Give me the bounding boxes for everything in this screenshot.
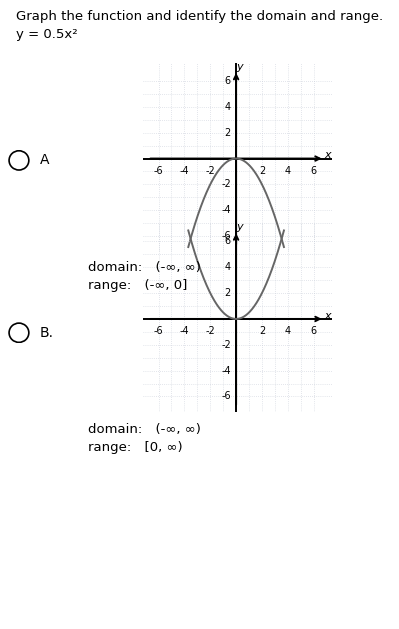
Text: x: x xyxy=(324,311,330,321)
Text: -6: -6 xyxy=(221,231,231,241)
Text: 2: 2 xyxy=(225,128,231,138)
Text: 2: 2 xyxy=(225,288,231,298)
Text: domain: (-∞, ∞): domain: (-∞, ∞) xyxy=(88,423,201,436)
Text: -4: -4 xyxy=(221,205,231,215)
Text: 4: 4 xyxy=(285,326,291,336)
Text: range: (-∞, 0]: range: (-∞, 0] xyxy=(88,279,187,292)
Text: 2: 2 xyxy=(259,326,265,336)
Text: -4: -4 xyxy=(180,326,189,336)
Text: y: y xyxy=(236,62,243,72)
Text: domain: (-∞, ∞): domain: (-∞, ∞) xyxy=(88,261,201,274)
Text: 4: 4 xyxy=(225,102,231,112)
Text: -2: -2 xyxy=(205,326,215,336)
Text: 4: 4 xyxy=(225,262,231,272)
Text: -2: -2 xyxy=(205,165,215,175)
Text: A: A xyxy=(40,153,49,167)
Text: y: y xyxy=(236,222,243,232)
Text: 6: 6 xyxy=(225,237,231,247)
Text: -4: -4 xyxy=(221,365,231,376)
Text: x: x xyxy=(324,150,330,160)
Text: 2: 2 xyxy=(259,165,265,175)
Text: 6: 6 xyxy=(310,326,317,336)
Text: 6: 6 xyxy=(225,76,231,86)
Text: y = 0.5x²: y = 0.5x² xyxy=(16,28,77,41)
Text: -6: -6 xyxy=(221,391,231,401)
Text: -2: -2 xyxy=(221,340,231,350)
Text: -2: -2 xyxy=(221,179,231,189)
Text: Graph the function and identify the domain and range.: Graph the function and identify the doma… xyxy=(16,10,383,23)
Text: 6: 6 xyxy=(310,165,317,175)
Text: 4: 4 xyxy=(285,165,291,175)
Text: B.: B. xyxy=(40,326,54,340)
Text: -6: -6 xyxy=(154,326,163,336)
Text: -6: -6 xyxy=(154,165,163,175)
Text: range: [0, ∞): range: [0, ∞) xyxy=(88,441,182,454)
Text: -4: -4 xyxy=(180,165,189,175)
